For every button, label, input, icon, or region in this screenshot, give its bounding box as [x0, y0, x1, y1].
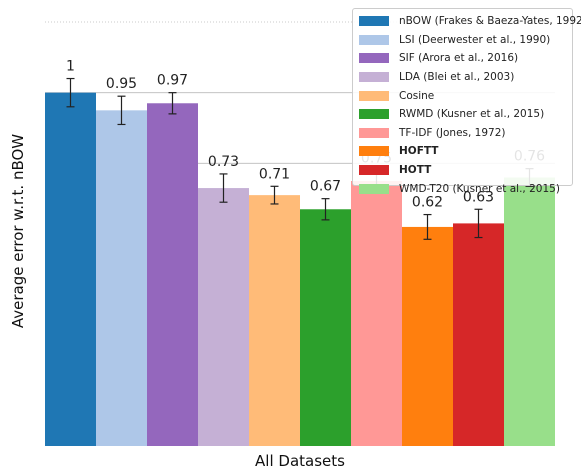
legend-label: Cosine [399, 89, 435, 102]
legend-item: RWMD (Kusner et al., 2015) [359, 105, 566, 124]
legend-swatch [359, 90, 389, 101]
data-label: 0.73 [208, 154, 239, 170]
legend-item: TF-IDF (Jones, 1972) [359, 124, 566, 143]
legend-label: LDA (Blei et al., 2003) [399, 71, 515, 84]
legend-swatch [359, 72, 389, 83]
bar [351, 181, 402, 446]
legend-label: HOFTT [399, 145, 439, 158]
data-label: 0.95 [106, 76, 137, 92]
legend-label: SIF (Arora et al., 2016) [399, 52, 519, 65]
bar [198, 188, 249, 447]
legend-item: LSI (Deerwester et al., 1990) [359, 31, 566, 50]
legend-swatch [359, 34, 389, 45]
y-axis-label: Average error w.r.t. nBOW [9, 133, 27, 329]
legend-swatch [359, 146, 389, 157]
data-label: 0.71 [259, 166, 290, 182]
error-bar [168, 92, 177, 115]
error-bar [270, 185, 279, 205]
bar [147, 103, 198, 447]
error-bars [66, 77, 534, 240]
data-label: 0.67 [310, 179, 341, 195]
error-bar [474, 208, 483, 239]
data-label: 0.97 [157, 73, 188, 89]
error-bar [66, 77, 75, 108]
data-label: 0.63 [463, 189, 494, 205]
bar [402, 226, 453, 446]
legend-item: WMD-T20 (Kusner et al., 2015) [359, 179, 566, 198]
data-label: 0.62 [412, 195, 443, 211]
legend-item: HOTT [359, 161, 566, 180]
x-axis-label: All Datasets [255, 452, 345, 470]
legend-label: WMD-T20 (Kusner et al., 2015) [399, 182, 560, 195]
legend-item: HOFTT [359, 142, 566, 161]
data-label: 1 [66, 59, 75, 75]
bar [96, 110, 147, 446]
bar [300, 209, 351, 446]
error-bar [117, 95, 126, 126]
bar [249, 195, 300, 446]
legend-label: RWMD (Kusner et al., 2015) [399, 108, 545, 121]
legend-swatch [359, 16, 389, 27]
legend-item: LDA (Blei et al., 2003) [359, 68, 566, 87]
legend-swatch [359, 183, 389, 194]
legend-swatch [359, 127, 389, 138]
error-bar [423, 213, 432, 240]
error-bar [219, 173, 228, 203]
bar [453, 223, 504, 446]
legend: nBOW (Frakes & Baeza-Yates, 1992) LSI (De… [352, 8, 581, 195]
legend-item: nBOW (Frakes & Baeza-Yates, 1992) [359, 12, 581, 31]
legend-swatch [359, 165, 389, 176]
bar [504, 177, 555, 446]
legend-swatch [359, 109, 389, 120]
legend-label: nBOW (Frakes & Baeza-Yates, 1992) [399, 15, 581, 28]
legend-item: SIF (Arora et al., 2016) [359, 49, 566, 68]
legend-label: TF-IDF (Jones, 1972) [399, 126, 506, 139]
bars [45, 92, 555, 447]
error-bar [321, 198, 330, 221]
legend-label: HOTT [399, 164, 432, 177]
legend-swatch [359, 53, 389, 64]
legend-label: LSI (Deerwester et al., 1990) [399, 33, 551, 46]
bar [45, 92, 96, 447]
legend-item: Cosine [359, 86, 566, 105]
